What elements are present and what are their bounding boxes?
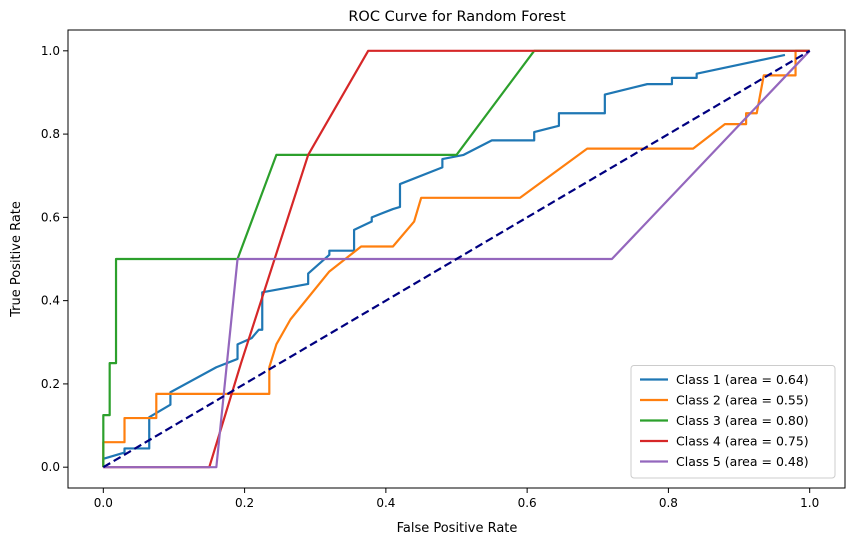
x-tick-label: 0.0	[94, 496, 113, 510]
legend-label-class-5: Class 5 (area = 0.48)	[676, 454, 809, 469]
x-tick-label: 0.2	[235, 496, 254, 510]
y-tick-label: 1.0	[41, 44, 60, 58]
chart-title: ROC Curve for Random Forest	[348, 9, 566, 25]
series-line-class-5	[103, 50, 811, 469]
y-tick-label: 0.4	[41, 294, 60, 308]
series-line-class-2	[102, 49, 810, 468]
y-tick-label: 0.8	[41, 127, 60, 141]
x-tick-label: 1.0	[800, 496, 819, 510]
plot-series	[102, 49, 811, 469]
legend-label-class-4: Class 4 (area = 0.75)	[676, 434, 809, 449]
legend-label-class-1: Class 1 (area = 0.64)	[676, 372, 809, 387]
y-tick-label: 0.0	[41, 460, 60, 474]
chance-diagonal-line	[102, 49, 811, 469]
x-axis-label: False Positive Rate	[397, 521, 518, 536]
plot-frame	[67, 29, 846, 489]
legend-label-class-3: Class 3 (area = 0.80)	[676, 413, 809, 428]
legend-box	[630, 365, 836, 479]
x-axis: 0.0 0.2 0.4 0.6 0.8 1.0	[94, 488, 819, 510]
x-tick-label: 0.4	[376, 496, 395, 510]
y-axis-label: True Positive Rate	[9, 201, 24, 318]
x-tick-label: 0.8	[659, 496, 678, 510]
legend: Class 1 (area = 0.64) Class 2 (area = 0.5…	[630, 365, 836, 479]
y-axis: 0.0 0.2 0.4 0.6 0.8 1.0	[41, 44, 68, 474]
y-tick-label: 0.2	[41, 377, 60, 391]
x-tick-label: 0.6	[518, 496, 537, 510]
legend-label-class-2: Class 2 (area = 0.55)	[676, 393, 809, 408]
y-tick-label: 0.6	[41, 210, 60, 224]
